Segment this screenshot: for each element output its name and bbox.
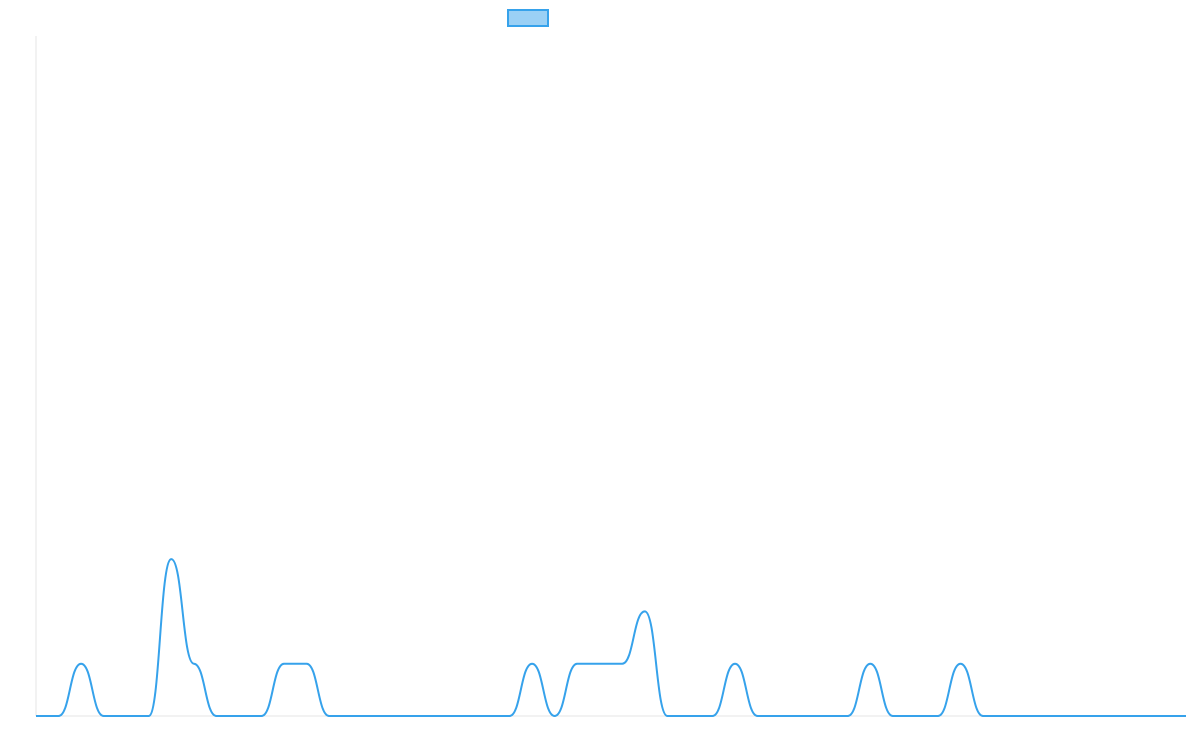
data-point[interactable] — [507, 713, 513, 719]
data-point[interactable] — [777, 713, 783, 719]
data-point[interactable] — [867, 661, 873, 667]
data-point[interactable] — [845, 713, 851, 719]
data-point[interactable] — [1160, 713, 1166, 719]
data-point[interactable] — [146, 713, 152, 719]
data-point[interactable] — [1093, 713, 1099, 719]
data-point[interactable] — [1115, 713, 1121, 719]
data-point[interactable] — [349, 713, 355, 719]
data-point[interactable] — [56, 713, 62, 719]
data-point[interactable] — [619, 661, 625, 667]
data-point[interactable] — [439, 713, 445, 719]
data-point[interactable] — [371, 713, 377, 719]
data-point[interactable] — [958, 661, 964, 667]
series-layer — [33, 556, 1189, 719]
data-point[interactable] — [484, 713, 490, 719]
data-point[interactable] — [1048, 713, 1054, 719]
data-point[interactable] — [123, 713, 129, 719]
legend-swatch[interactable] — [507, 9, 549, 27]
data-point[interactable] — [664, 713, 670, 719]
data-point[interactable] — [33, 713, 39, 719]
data-point[interactable] — [394, 713, 400, 719]
data-point[interactable] — [1183, 713, 1189, 719]
data-point[interactable] — [709, 713, 715, 719]
data-point[interactable] — [1003, 713, 1009, 719]
data-point[interactable] — [755, 713, 761, 719]
data-point[interactable] — [574, 661, 580, 667]
data-point[interactable] — [258, 713, 264, 719]
data-point[interactable] — [732, 661, 738, 667]
data-point[interactable] — [191, 661, 197, 667]
data-point[interactable] — [326, 713, 332, 719]
data-point[interactable] — [529, 661, 535, 667]
data-point[interactable] — [416, 713, 422, 719]
data-point[interactable] — [461, 713, 467, 719]
data-point[interactable] — [281, 661, 287, 667]
data-point[interactable] — [1070, 713, 1076, 719]
data-point[interactable] — [642, 608, 648, 614]
data-point[interactable] — [912, 713, 918, 719]
series-line-0 — [36, 558, 1186, 717]
data-point[interactable] — [236, 713, 242, 719]
data-point[interactable] — [552, 713, 558, 719]
data-point[interactable] — [1025, 713, 1031, 719]
data-point[interactable] — [800, 713, 806, 719]
data-point[interactable] — [78, 661, 84, 667]
data-point[interactable] — [597, 661, 603, 667]
data-point[interactable] — [101, 713, 107, 719]
data-point[interactable] — [822, 713, 828, 719]
data-point[interactable] — [687, 713, 693, 719]
data-point[interactable] — [1138, 713, 1144, 719]
data-point[interactable] — [890, 713, 896, 719]
data-point[interactable] — [935, 713, 941, 719]
data-point[interactable] — [213, 713, 219, 719]
data-point[interactable] — [168, 556, 174, 562]
data-point[interactable] — [304, 661, 310, 667]
data-point[interactable] — [980, 713, 986, 719]
